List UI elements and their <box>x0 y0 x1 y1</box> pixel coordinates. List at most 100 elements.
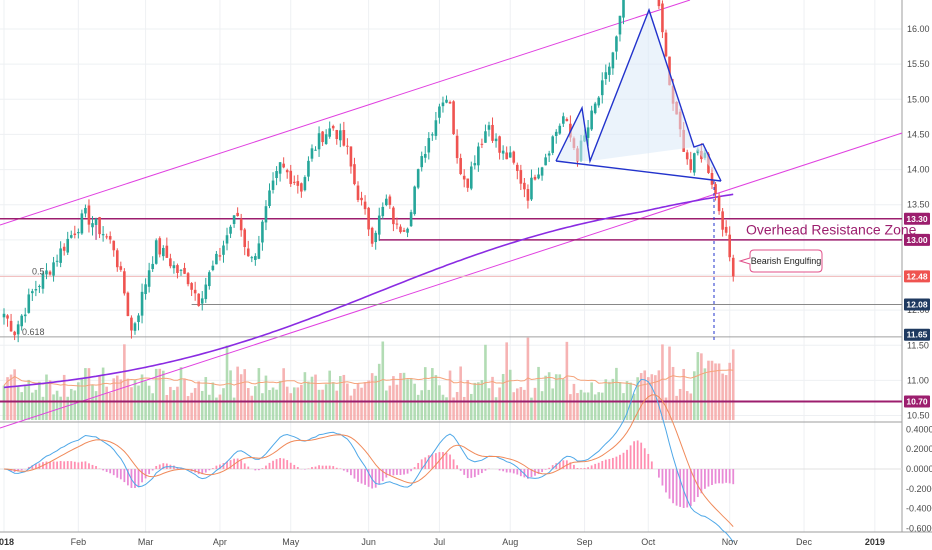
candle-body <box>346 145 349 147</box>
volume-bar <box>565 341 569 420</box>
candle-body <box>551 136 554 153</box>
candle-body <box>314 149 317 151</box>
volume-bar <box>678 388 682 420</box>
candle-body <box>593 103 597 114</box>
volume-bar <box>268 390 271 420</box>
candle-body <box>501 150 505 154</box>
volume-bar <box>689 393 693 420</box>
svg-text:12.48: 12.48 <box>906 271 928 281</box>
macd-line <box>3 378 734 543</box>
price-tick-label: 14.50 <box>907 129 930 139</box>
volume-bar <box>526 337 530 420</box>
candle-body <box>246 248 250 257</box>
volume-bar <box>34 389 38 420</box>
candle-body <box>448 101 452 104</box>
svg-text:10.70: 10.70 <box>906 397 928 407</box>
volume-bar <box>179 367 183 420</box>
candle-body <box>611 52 615 69</box>
time-tick-label: Aug <box>502 537 518 547</box>
volume-bar <box>353 388 356 420</box>
volume-bar <box>385 390 388 420</box>
candle-body <box>271 180 275 190</box>
volume-bar <box>455 391 459 420</box>
candle-body <box>133 323 137 331</box>
zone-label: Overhead Resistance Zone <box>746 221 917 237</box>
candle-body <box>6 315 9 319</box>
volume-bar <box>176 386 179 420</box>
volume-bar <box>593 394 597 420</box>
candle-body <box>335 129 339 140</box>
volume-bar <box>165 394 169 420</box>
volume-bar <box>717 363 721 420</box>
volume-bar <box>27 379 31 420</box>
volume-bar <box>45 374 48 420</box>
volume-bar <box>271 387 275 420</box>
volume-bar <box>643 370 647 420</box>
candle-body <box>586 127 590 138</box>
volume-bar <box>523 389 526 420</box>
volume-bar <box>66 396 70 420</box>
volume-bar <box>646 377 650 420</box>
fib-label: 0.618 <box>22 327 45 337</box>
volume-bar <box>73 390 77 420</box>
volume-bar <box>632 393 636 420</box>
candle-body <box>622 0 625 18</box>
volume-bar <box>140 374 144 420</box>
volume-bar <box>661 344 664 420</box>
candle-body <box>339 130 342 141</box>
candle-body <box>477 146 480 166</box>
candle-body <box>413 186 416 215</box>
volume-bar <box>285 386 289 420</box>
volume-bar <box>537 366 540 420</box>
volume-bar <box>339 376 342 420</box>
volume-bar <box>381 341 385 420</box>
candle-body <box>466 178 470 188</box>
volume-bar <box>533 387 537 420</box>
candle-body <box>126 292 130 317</box>
candle-body <box>31 291 34 294</box>
volume-bar <box>137 385 140 420</box>
volume-bar <box>731 349 735 420</box>
volume-bar <box>41 396 45 420</box>
candle-body <box>232 215 236 225</box>
candle-body <box>494 138 498 142</box>
head-fill <box>590 10 694 161</box>
price-tick-label: 14.00 <box>907 165 930 175</box>
volume-bar <box>239 374 243 420</box>
candle-body <box>392 207 395 225</box>
volume-bar <box>707 360 710 420</box>
volume-bar <box>569 394 572 420</box>
candle-body <box>215 253 218 265</box>
volume-bar <box>724 375 728 420</box>
candle-body <box>377 215 381 235</box>
candle-body <box>519 170 523 184</box>
volume-bar <box>62 374 66 420</box>
price-tag: 13.00 <box>904 233 930 246</box>
volume-bar <box>710 360 714 420</box>
candle-body <box>434 120 438 136</box>
volume-bar <box>657 370 661 420</box>
volume-bar <box>257 368 261 420</box>
pattern-drawings <box>555 7 722 340</box>
candle-body <box>512 151 516 163</box>
candle-body <box>409 212 413 227</box>
price-tag: 10.70 <box>904 395 930 408</box>
candle-body <box>540 167 544 176</box>
candle-body <box>236 212 239 217</box>
candle-body <box>211 265 215 271</box>
volume-bar <box>639 373 643 420</box>
candle-body <box>165 245 169 258</box>
candle-body <box>710 173 714 185</box>
candle-body <box>498 136 501 153</box>
candle-body <box>547 153 551 156</box>
volume-bar <box>31 392 34 420</box>
price-tick-label: 15.50 <box>907 59 930 69</box>
volume-bar <box>87 368 91 420</box>
candle-body <box>731 257 735 277</box>
time-tick-label: 2019 <box>865 537 885 547</box>
candle-body <box>243 229 247 248</box>
svg-text:12.08: 12.08 <box>906 300 928 310</box>
volume-bar <box>360 387 363 420</box>
candle-body <box>80 213 84 234</box>
